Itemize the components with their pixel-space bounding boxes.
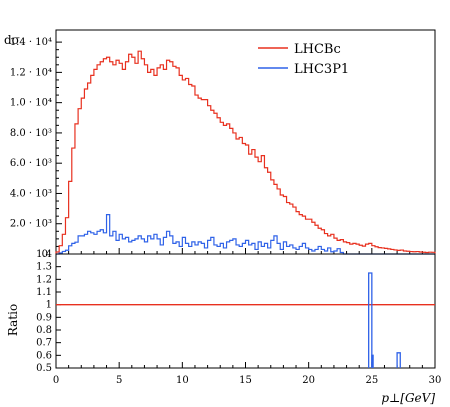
- ratio-y-tick-label: 0.6: [36, 350, 52, 361]
- main-panel: 0 2.0 · 10³ 4.0 · 10³ 6.0 · 10³ 8.0 · 10³ 1.0…: [4, 29, 436, 260]
- main-y-tick-label: 6.0 · 10³: [10, 158, 52, 169]
- x-tick-label: 15: [239, 375, 252, 386]
- ratio-panel: 0.5 0.60.7 0.8 0.91 1.1 1.21.3 1.4 0 5 10 15 20 25 3…: [6, 249, 441, 405]
- ratio-y-tick-label: 1: [46, 300, 52, 311]
- legend-label-lhc3p1: LHC3P1: [294, 62, 349, 77]
- main-y-tick-label: 1.4 · 10⁴: [10, 37, 52, 48]
- ratio-y-ticks: 0.5 0.60.7 0.8 0.91 1.1 1.21.3 1.4: [36, 249, 61, 374]
- main-y-tick-label: 2.0 · 10³: [10, 219, 52, 230]
- ratio-marks-group: [56, 272, 435, 368]
- main-y-tick-label: 8.0 · 10³: [10, 128, 52, 139]
- ratio-y-tick-label: 0.9: [36, 312, 52, 323]
- main-y-tick-label: 4.0 · 10³: [10, 188, 52, 199]
- ratio-y-tick-label: 1.4: [36, 249, 52, 260]
- x-tick-label: 0: [53, 375, 59, 386]
- main-y-tick-label: 1.2 · 10⁴: [10, 67, 52, 78]
- ratio-y-tick-label: 1.3: [36, 262, 52, 273]
- x-axis-label: p⊥[GeV]: [381, 391, 435, 405]
- x-tick-label: 20: [302, 375, 315, 386]
- ratio-plot-frame: [55, 253, 436, 369]
- main-y-ticks: 0 2.0 · 10³ 4.0 · 10³ 6.0 · 10³ 8.0 · 10³ 1.0…: [10, 37, 62, 260]
- main-y-tick-label: 1.0 · 10⁴: [10, 98, 52, 109]
- ratio-bin: [371, 354, 374, 368]
- ratio-x-ticks: 0 5 10 15 20 25 30: [53, 362, 442, 386]
- ratio-y-tick-label: 0.8: [36, 325, 52, 336]
- ratio-bin: [368, 272, 373, 368]
- ratio-y-tick-label: 1.2: [36, 274, 52, 285]
- ratio-y-tick-label: 0.7: [36, 338, 52, 349]
- ratio-bin: [396, 352, 401, 368]
- ratio-y-tick-label: 0.5: [36, 363, 52, 374]
- main-y-tick-label: 0: [42, 249, 48, 260]
- x-tick-label: 5: [116, 375, 122, 386]
- x-tick-label: 25: [365, 375, 378, 386]
- legend-label-lhcbc: LHCBc: [294, 42, 341, 57]
- main-series-group: [55, 50, 436, 255]
- x-tick-label: 10: [176, 375, 189, 386]
- series-lhcbc-line: [55, 50, 436, 254]
- x-tick-label: 30: [429, 375, 442, 386]
- main-x-ticks: [55, 248, 436, 254]
- series-lhc3p1-line: [56, 214, 435, 255]
- ratio-y-tick-label: 1.1: [36, 287, 52, 298]
- main-y-axis-label: dσ: [4, 33, 20, 47]
- legend: LHCBc LHC3P1: [258, 42, 349, 77]
- ratio-y-axis-label: Ratio: [6, 304, 20, 336]
